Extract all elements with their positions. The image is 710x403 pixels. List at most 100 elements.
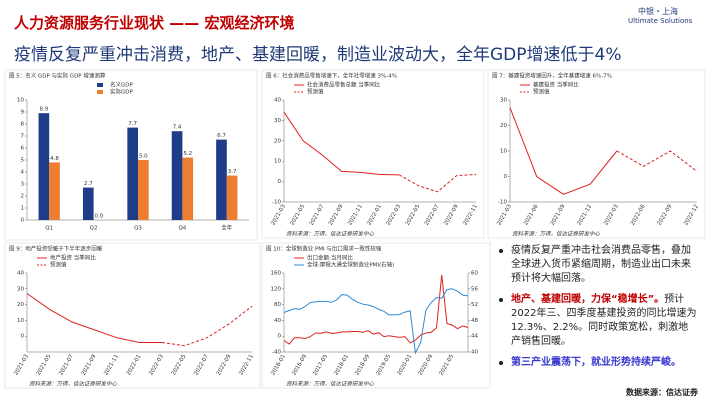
chart-title: 图 10：全球制造业 PMI 与出口需求一致性较强 [266,245,382,253]
y-tick-label: 10 [274,159,281,165]
y2-tick-label: 40 [471,350,478,356]
chart-title: 图 5：名义 GDP 与实际 GDP 增速测算 [9,72,106,80]
y-tick-label: 30 [274,118,281,124]
slide-subtitle: 疫情反复严重冲击消费，地产、基建回暖，制造业波动大，全年GDP增速低于4% [14,45,622,65]
y2-tick-label: 60 [471,271,478,277]
y-tick-label: 6 [21,146,25,152]
legend-label: 预测值 [307,88,324,96]
x-tick-label: Q4 [178,226,186,232]
chart-title: 图 9：地产投资受暖于下半年逐步回暖 [9,245,103,253]
y-tick-label: 0 [504,174,508,180]
y-tick-label: 30 [17,286,24,292]
y-tick-label: -40 [272,350,281,356]
y2-tick-label: 48 [471,318,478,324]
legend-swatch [97,90,103,94]
y-tick-label: 120 [271,286,282,292]
y-tick-label: 0 [278,179,282,185]
bar [127,127,138,220]
line-series [398,174,477,193]
legend-swatch [97,83,103,87]
chart-panel [261,242,491,389]
bullet-text: 预计2022年三、四季度基建投资的同比增速为 12.3%、2.2%。同时政策宽松… [511,294,697,347]
chart-panel [261,69,485,239]
bar [82,187,94,220]
bullet-text: 疫情反复严重冲击社会消费品零售，叠加全球进入货币紧缩周期，制造业出口未来预计将大… [511,245,691,284]
bar [49,162,60,220]
value-label: 5.0 [139,154,148,160]
value-label: 3.7 [228,169,237,175]
y-tick-label: 160 [271,271,282,277]
bar [171,131,183,220]
value-label: 0.0 [95,214,104,220]
chart-source: 资料来源：万得，信达证券研发中心 [286,381,375,388]
chart-source: 资料来源：万得，信达证券研发中心 [286,231,375,238]
chart-title: 图 6：社会消费品零售增速下，全年社零增速 3%-4% [266,72,397,80]
y2-tick-label: 44 [471,334,478,340]
legend-label: 预测值 [533,88,550,96]
line-series [283,111,400,176]
bullet-lead: 地产、基建回暖，力保“稳增长”。 [511,294,665,305]
line-series [616,150,698,172]
y-tick-label: 20 [17,302,24,308]
line-series [26,293,162,343]
bar [138,160,149,220]
y-tick-label: 4 [21,170,25,176]
bullet: 地产、基建回暖，力保“稳增长”。预计2022年三、四季度基建投资的同比增速为 1… [497,293,697,349]
value-label: 2.7 [84,181,93,187]
line-series [509,107,618,195]
footer: 数据来源：信达证券 [626,388,698,397]
logo: 中银・上海 [638,7,678,16]
bullet: 第三产业震荡下，就业形势持续严峻。 [497,356,697,370]
chart-source: 资料来源：万得，信达证券研发中心 [512,231,601,238]
slide-title: 人力资源服务行业现状 —— 宏观经济环境 [14,14,295,32]
y-tick-label: 30 [500,98,507,104]
y-tick-label: 9 [21,110,25,116]
bullet-lead: 第三产业震荡下，就业形势持续严峻。 [511,357,681,368]
legend-label: 名义GDP [110,81,133,89]
y-tick-label: 0 [21,218,25,224]
bar [38,113,50,220]
y-tick-label: 2 [21,194,25,200]
chart-source: 资料来源：万得，信达证券研发中心 [29,381,118,388]
y-tick-label: -10 [498,200,507,206]
y-tick-label: 10 [17,318,24,324]
y-tick-label: 80 [274,302,281,308]
value-label: 7.4 [173,125,182,131]
y-tick-label: 0 [278,334,282,340]
legend-label: 社会消费品零售总额 当季同比 [307,81,381,89]
y-tick-label: 8 [21,122,25,128]
legend-label: 预测值 [50,261,67,269]
y-tick-label: 7 [21,134,25,140]
y-tick-label: 10 [17,98,24,104]
logo-en: Ultimate Solutions [628,17,693,25]
y2-tick-label: 52 [471,302,478,308]
legend-label: 实际GDP [110,88,133,96]
legend-label: 基建投资 当季同比 [533,81,579,89]
bar [216,139,227,220]
value-label: 6.7 [217,133,226,139]
bar [182,157,194,220]
chart-panel [487,69,706,239]
legend-label: 出口金额:当月同比 [307,254,353,262]
bullet: 疫情反复严重冲击社会消费品零售，叠加全球进入货币紧缩周期，制造业出口未来预计将大… [497,244,697,286]
value-label: 7.7 [128,121,137,127]
x-tick-label: Q1 [45,226,53,232]
legend-label: 地产投资 当季同比 [50,254,96,262]
y-tick-label: 3 [21,182,25,188]
bullets: 疫情反复严重冲击社会消费品零售，叠加全球进入货币紧缩周期，制造业出口未来预计将大… [497,244,697,377]
y-tick-label: 40 [274,318,281,324]
y-tick-label: 1 [21,206,25,212]
y-tick-label: 10 [500,149,507,155]
y2-tick-label: 56 [471,286,478,292]
line-series [283,274,469,345]
x-tick-label: Q2 [90,226,98,232]
line-series [283,288,469,355]
x-tick-label: Q3 [134,226,142,232]
y-tick-label: 0 [21,334,25,340]
bar [226,175,238,220]
y-tick-label: 20 [500,123,507,129]
y-tick-label: -10 [272,200,281,206]
y-tick-label: 40 [17,271,24,277]
